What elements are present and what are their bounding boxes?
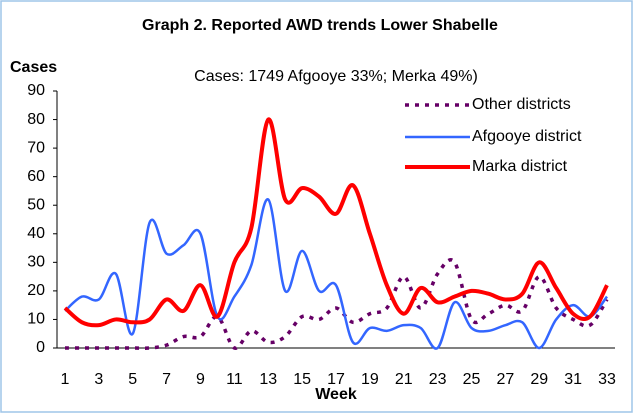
- x-tick-label: 17: [327, 371, 345, 388]
- x-tick-label: 33: [598, 371, 616, 388]
- series-line: [64, 198, 608, 350]
- x-tick-label: 15: [293, 371, 311, 388]
- y-tick-label: 50: [27, 196, 45, 213]
- x-tick-label: 29: [530, 371, 548, 388]
- y-tick-label: 60: [27, 168, 45, 185]
- y-tick-label: 10: [27, 311, 45, 328]
- x-tick-label: 25: [463, 371, 481, 388]
- x-tick-label: 19: [361, 371, 379, 388]
- x-tick-label: 23: [429, 371, 447, 388]
- subtitle: Cases: 1749 Afgooye 33%; Merka 49%): [194, 68, 478, 85]
- x-tick-label: 3: [94, 371, 103, 388]
- y-tick-label: 70: [27, 139, 45, 156]
- chart-title: Graph 2. Reported AWD trends Lower Shabe…: [142, 17, 498, 34]
- series-line: [63, 117, 609, 328]
- x-axis-label: Week: [315, 386, 357, 403]
- y-tick-label: 0: [36, 339, 45, 356]
- legend-label: Afgooye district: [472, 128, 582, 145]
- x-tick-label: 11: [226, 371, 243, 388]
- x-tick-label: 9: [196, 371, 205, 388]
- x-tick-label: 1: [61, 371, 70, 388]
- x-tick-label: 13: [259, 371, 277, 388]
- series-line: [65, 258, 609, 350]
- y-axis-label: Cases: [10, 59, 57, 76]
- x-tick-label: 21: [395, 371, 413, 388]
- legend-label: Other districts: [472, 96, 571, 113]
- y-tick-label: 40: [27, 225, 45, 242]
- x-tick-label: 27: [496, 371, 514, 388]
- x-tick-label: 7: [162, 371, 171, 388]
- x-tick-label: 31: [564, 371, 582, 388]
- x-tick-label: 5: [128, 371, 137, 388]
- y-tick-label: 90: [27, 82, 45, 99]
- y-tick-label: 20: [27, 282, 45, 299]
- legend-label: Marka district: [472, 158, 568, 175]
- y-tick-label: 80: [27, 111, 45, 128]
- y-tick-label: 30: [27, 254, 45, 271]
